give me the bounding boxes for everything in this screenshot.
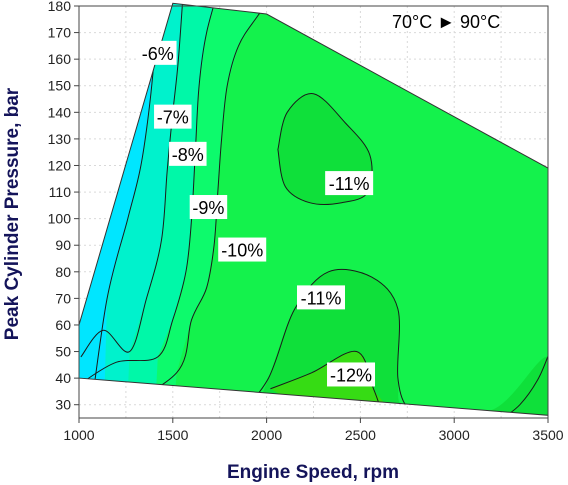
contour-label-bg bbox=[297, 285, 346, 310]
y-tick-label: 50 bbox=[55, 344, 71, 360]
y-tick-label: 90 bbox=[55, 237, 71, 253]
y-tick-label: 170 bbox=[48, 25, 72, 41]
contour-label-bg bbox=[139, 40, 177, 65]
y-tick-label: 130 bbox=[48, 131, 72, 147]
contour-label-group: -10% bbox=[218, 237, 267, 262]
axes: 1000 1500 2000 2500 3000 3500 30 40 50 60 70 80 90 10… bbox=[48, 0, 564, 443]
contour-label: -11% bbox=[301, 288, 342, 308]
x-axis-title: Engine Speed, rpm bbox=[227, 462, 399, 483]
x-tick-label: 3000 bbox=[439, 427, 470, 443]
contour-label-group: -6% bbox=[139, 40, 177, 65]
contour-label-group: -8% bbox=[169, 141, 207, 166]
contour-label-bg bbox=[154, 104, 192, 129]
contour-line-10 bbox=[238, 269, 436, 416]
contour-line-9 bbox=[106, 3, 286, 416]
contour-label: -12% bbox=[330, 365, 372, 385]
contour-label-bg bbox=[325, 171, 374, 196]
y-tick-label: 100 bbox=[48, 211, 72, 227]
contour-label: -9% bbox=[192, 198, 224, 218]
contour-label: -10% bbox=[221, 241, 263, 261]
contour-label-group: -11% bbox=[325, 171, 374, 196]
y-tick-label: 40 bbox=[55, 370, 71, 386]
x-tick-label: 1500 bbox=[157, 427, 188, 443]
x-tick-label: 3500 bbox=[532, 427, 563, 443]
contour-label: -11% bbox=[329, 174, 370, 194]
contour-labels: -6% -7% -8% -9% -10% -11% -11% -12% bbox=[139, 40, 376, 387]
y-tick-label: 80 bbox=[55, 264, 71, 280]
y-tick-label: 110 bbox=[49, 184, 72, 200]
contour-line-12 bbox=[270, 350, 384, 416]
contour-label-group: -11% bbox=[297, 285, 346, 310]
x-tick-label: 1000 bbox=[63, 427, 94, 443]
x-tick-label: 2000 bbox=[251, 427, 282, 443]
contour-label-group: -12% bbox=[327, 362, 376, 387]
contour-line-8 bbox=[80, 3, 223, 384]
contour-fills bbox=[79, 3, 548, 416]
y-tick-label: 30 bbox=[55, 397, 71, 413]
contour-label: -7% bbox=[157, 108, 189, 128]
contour-label-bg bbox=[189, 195, 228, 220]
y-tick-label: 70 bbox=[55, 290, 71, 306]
temperature-annotation: 70°C ► 90°C bbox=[392, 12, 500, 32]
y-tick-label: 160 bbox=[48, 51, 72, 67]
y-tick-label: 120 bbox=[48, 157, 72, 173]
contour-label: -6% bbox=[142, 44, 174, 64]
y-axis-title: Peak Cylinder Pressure, bar bbox=[2, 87, 23, 340]
contour-label-bg bbox=[327, 362, 376, 387]
y-tick-label: 150 bbox=[48, 78, 72, 94]
y-tick-label: 60 bbox=[55, 317, 71, 333]
contour-label: -8% bbox=[172, 145, 204, 165]
contour-label-group: -9% bbox=[189, 195, 228, 220]
contour-label-bg bbox=[218, 237, 267, 262]
plot-frame bbox=[78, 5, 549, 419]
x-tick-label: 2500 bbox=[345, 427, 376, 443]
y-tick-label: 140 bbox=[48, 104, 72, 120]
contour-label-group: -7% bbox=[154, 104, 192, 129]
y-tick-label: 180 bbox=[48, 0, 72, 14]
contour-label-bg bbox=[169, 141, 207, 166]
contour-line-7 bbox=[80, 3, 185, 358]
